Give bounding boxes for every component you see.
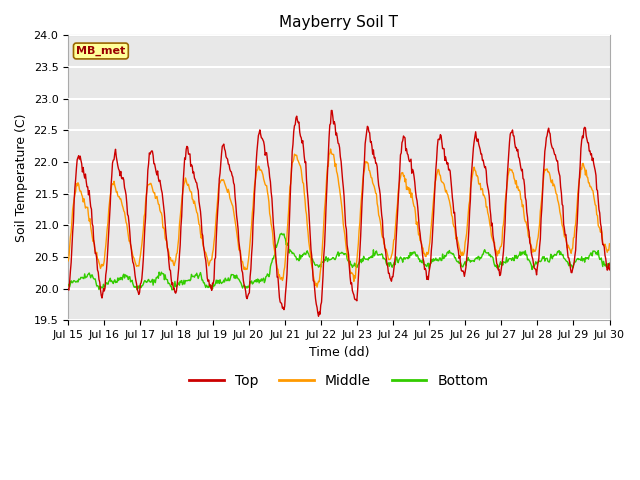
Y-axis label: Soil Temperature (C): Soil Temperature (C)	[15, 114, 28, 242]
Title: Mayberry Soil T: Mayberry Soil T	[279, 15, 398, 30]
Legend: Top, Middle, Bottom: Top, Middle, Bottom	[184, 368, 494, 393]
X-axis label: Time (dd): Time (dd)	[308, 346, 369, 359]
Text: MB_met: MB_met	[76, 46, 125, 56]
